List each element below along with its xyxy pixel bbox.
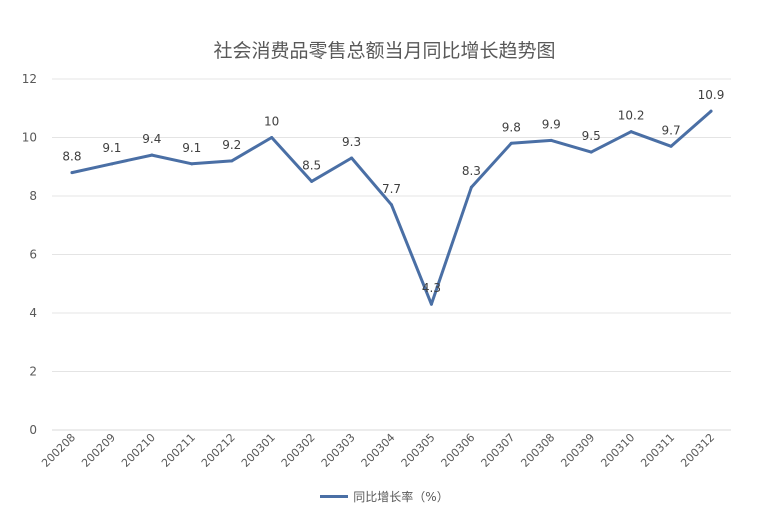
x-tick-label: 200210 [119,431,158,470]
data-point [150,153,154,157]
data-label: 8.5 [302,158,321,172]
data-label: 9.2 [222,138,241,152]
series-group [70,109,713,306]
data-label: 8.8 [62,150,81,164]
data-point [589,150,593,154]
y-tick-label: 10 [22,131,37,145]
x-tick-label: 200312 [678,431,717,470]
x-tick-label: 200306 [439,431,478,470]
series-line [70,109,713,306]
data-point [549,138,553,142]
y-tick-label: 0 [29,423,37,437]
data-label: 7.7 [382,182,401,196]
data-point [310,179,314,183]
x-tick-label: 200212 [199,431,238,470]
x-tick-label: 200310 [598,431,637,470]
legend-item: 同比增长率（%） [320,488,449,505]
data-point [629,130,633,134]
x-tick-label: 200301 [239,431,278,470]
x-tick-label: 200211 [159,431,198,470]
data-label: 9.1 [182,141,201,155]
data-point [429,302,433,306]
data-label: 9.9 [542,117,561,131]
data-label: 9.4 [142,132,161,146]
data-point [190,162,194,166]
y-tick-label: 12 [22,72,37,86]
x-tick-label: 200303 [319,431,358,470]
x-tick-label: 200302 [279,431,318,470]
x-tick-label: 200208 [39,431,78,470]
y-axis-tick-labels: 0 2 4 6 8 10 12 [22,72,37,437]
data-label: 8.3 [462,164,481,178]
x-tick-label: 200308 [518,431,557,470]
x-tick-label: 200304 [359,431,398,470]
data-label: 9.1 [102,141,121,155]
x-tick-label: 200311 [638,431,677,470]
data-point [709,109,713,113]
chart-title: 社会消费品零售总额当月同比增长趋势图 [213,40,556,62]
data-point [110,162,114,166]
x-tick-label: 200309 [558,431,597,470]
data-point [669,144,673,148]
data-point [230,159,234,163]
y-tick-label: 4 [29,306,37,320]
legend-swatch [320,495,349,498]
y-tick-label: 8 [29,189,37,203]
legend: 同比增长率（%） [0,487,769,505]
data-point [390,203,393,207]
data-label: 10.2 [618,109,645,123]
data-label: 9.7 [662,123,681,137]
x-axis-tick-labels: 200208 200209 200210 200211 200212 200301 2003… [39,431,717,470]
data-point [270,136,274,139]
x-tick-label: 200307 [479,431,518,470]
data-label: 4.3 [422,281,441,295]
data-point [469,185,473,189]
data-label: 10.9 [698,88,725,102]
y-tick-label: 6 [29,248,37,262]
data-point [70,171,74,175]
legend-label: 同比增长率（%） [353,490,449,504]
data-label: 9.3 [342,135,361,149]
data-label: 9.5 [582,129,601,143]
x-tick-label: 200305 [399,431,438,470]
data-label: 10 [264,115,279,129]
x-tick-label: 200209 [79,431,118,470]
data-point [509,141,513,145]
data-label: 9.8 [502,120,521,134]
data-labels: 8.8 9.1 9.4 9.1 9.2 10 8.5 9.3 7.7 4.3 8.3 9.8 9.9 9.… [62,88,724,295]
y-tick-label: 2 [29,365,37,379]
data-point [350,156,354,160]
gridlines [52,78,731,431]
